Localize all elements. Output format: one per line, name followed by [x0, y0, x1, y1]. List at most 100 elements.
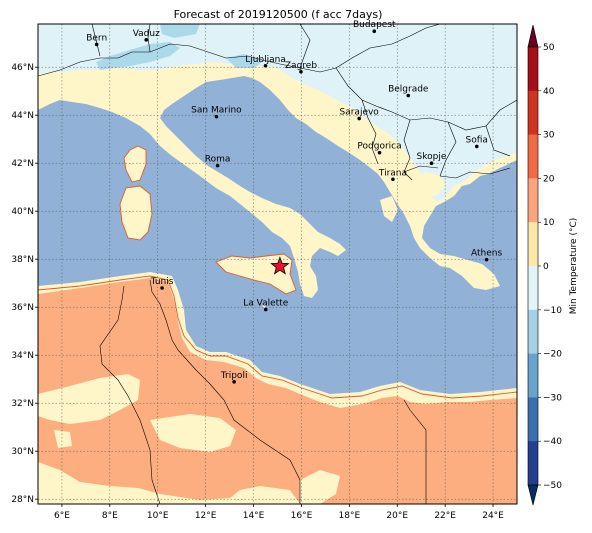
colorbar-tick-label: −40	[543, 437, 562, 447]
lat-tick-label: 44°N	[11, 111, 34, 121]
city-label: Vaduz	[133, 29, 160, 39]
city-label: Belgrade	[388, 85, 429, 95]
colorbar-tick-label: 0	[543, 262, 549, 272]
corsica-island	[124, 146, 146, 182]
balkan-cool-patch	[412, 172, 446, 196]
lat-tick-label: 40°N	[11, 207, 34, 217]
lon-tick-label: 8°E	[102, 511, 118, 521]
city-dot	[263, 63, 268, 68]
colorbar-label: Min Temperature (°C)	[569, 218, 579, 315]
balkan-cool-patch	[380, 196, 398, 222]
city-label: Tunis	[150, 277, 174, 287]
lon-tick-label: 18°E	[339, 511, 361, 521]
colorbar-segment	[528, 309, 538, 355]
axis-labels: 46°N 44°N 42°N 40°N 38°N 36°N 34°N 32°N 30°N 28°N…	[11, 63, 504, 521]
city-dot	[94, 42, 99, 47]
map-title: Forecast of 2019120500 (f acc 7days)	[174, 8, 383, 21]
colorbar-segment	[528, 47, 538, 92]
alpine-patch	[160, 24, 200, 38]
lat-tick-label: 38°N	[11, 255, 34, 265]
europe-land-cold	[38, 24, 517, 202]
lon-tick-label: 6°E	[54, 511, 70, 521]
lat-tick-label: 30°N	[11, 447, 34, 457]
colorbar-segment	[528, 222, 538, 267]
city-dot	[357, 116, 361, 121]
city-label: Zagreb	[285, 61, 317, 71]
city-label: Bern	[86, 33, 107, 43]
city-dot	[484, 257, 489, 262]
city-dot	[429, 161, 434, 165]
city-label: San Marino	[191, 106, 242, 116]
city-dot	[263, 307, 268, 312]
map-area	[38, 24, 517, 504]
event-marker	[270, 256, 290, 275]
city-dot	[372, 29, 377, 33]
colorbar-tick-label: 40	[543, 87, 555, 97]
city-dot	[144, 38, 149, 42]
africa-cool-patch	[300, 470, 340, 504]
lon-tick-label: 12°E	[195, 511, 217, 521]
colorbar-tick-label: 20	[543, 174, 555, 184]
city-label: Athens	[471, 249, 502, 259]
city-label: La Valette	[243, 299, 288, 309]
coastlines	[38, 145, 517, 399]
city-dot	[377, 150, 382, 155]
colorbar-segment	[528, 178, 538, 223]
colorbar-tick-label: 30	[543, 131, 555, 141]
colorbar-segment	[528, 353, 538, 398]
city-label: Sofia	[466, 135, 488, 145]
lon-tick-label: 20°E	[386, 511, 408, 521]
star-marker	[270, 256, 290, 275]
alpine-patch	[226, 54, 262, 68]
colorbar-segment	[528, 90, 538, 136]
colorbar-segment	[528, 397, 538, 442]
colorbar-extend-top	[527, 24, 539, 48]
malta-island	[262, 304, 266, 308]
city-dot	[474, 144, 479, 149]
city-label: Ljubljana	[245, 55, 286, 65]
city-dot	[406, 93, 411, 98]
city-label: Tripoli	[220, 371, 248, 381]
colorbar-tick-label: −20	[543, 350, 562, 360]
lon-tick-label: 22°E	[434, 511, 456, 521]
africa-cool-patch	[150, 414, 236, 452]
colorbar: 50 40 30 20 10 0 −10 −20 −30 −40 −50	[527, 24, 562, 506]
lat-tick-label: 28°N	[11, 495, 34, 505]
africa-cool-patch	[54, 430, 72, 448]
colorbar-segment	[528, 134, 538, 179]
lat-tick-label: 32°N	[11, 399, 34, 409]
city-label: Skopje	[417, 152, 447, 162]
africa-cool-patch	[38, 374, 140, 424]
city-dot	[214, 114, 219, 119]
city-label: Podgorica	[357, 142, 401, 152]
lon-tick-label: 24°E	[482, 511, 504, 521]
city-dot	[391, 177, 395, 182]
colorbar-segment	[528, 441, 538, 486]
lon-tick-label: 10°E	[147, 511, 169, 521]
city-dot	[232, 380, 236, 384]
colorbar-tick-label: 50	[543, 43, 555, 53]
city-label: Budapest	[353, 20, 396, 30]
lat-tick-label: 42°N	[11, 159, 34, 169]
country-borders	[38, 24, 517, 504]
city-dot	[160, 286, 164, 290]
lon-tick-label: 16°E	[291, 511, 313, 521]
colorbar-tick-label: 10	[543, 218, 555, 228]
city-dot	[215, 163, 220, 168]
colorbar-tick-label: −30	[543, 393, 562, 403]
city-dot	[299, 69, 303, 74]
map-gridlines	[38, 24, 517, 504]
colorbar-tick-label: −50	[543, 481, 562, 491]
colorbar-extend-bottom	[527, 484, 539, 506]
lat-tick-label: 36°N	[11, 303, 34, 313]
city-label: Roma	[205, 155, 231, 165]
lat-tick-label: 34°N	[11, 351, 34, 361]
city-label: Sarajevo	[340, 108, 380, 118]
lon-tick-label: 14°E	[243, 511, 265, 521]
colorbar-tick-label: −10	[543, 306, 562, 316]
lat-tick-label: 46°N	[11, 63, 34, 73]
colorbar-segment	[528, 266, 538, 311]
